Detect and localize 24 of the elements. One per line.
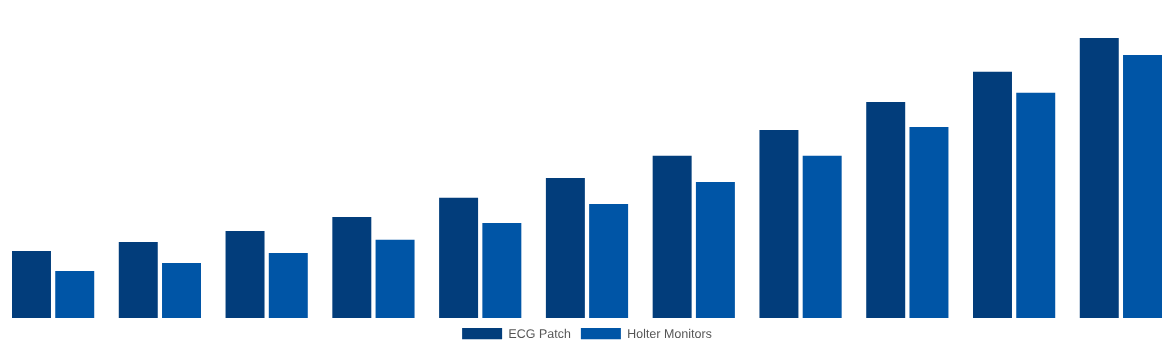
bar: [332, 216, 372, 318]
bar: [802, 155, 842, 318]
bar: [909, 126, 949, 318]
bar: [482, 223, 522, 318]
bar: [1079, 37, 1119, 318]
bar: [55, 270, 95, 318]
bar: [439, 197, 479, 318]
bar: [759, 130, 799, 318]
bar: [652, 155, 692, 318]
bar: [118, 242, 158, 318]
bar: [375, 239, 415, 318]
bar: [12, 251, 51, 318]
legend-label: ECG Patch: [509, 328, 571, 339]
legend-label: Holter Monitors: [628, 328, 712, 339]
bar: [225, 230, 265, 318]
bar: [866, 102, 906, 318]
bar: [695, 181, 735, 318]
bar: [1016, 92, 1056, 318]
bar: [545, 177, 585, 318]
bar: [162, 263, 201, 318]
bar: [973, 71, 1012, 318]
bar: [268, 253, 308, 318]
bar: [1123, 55, 1162, 318]
bar: [589, 204, 629, 318]
